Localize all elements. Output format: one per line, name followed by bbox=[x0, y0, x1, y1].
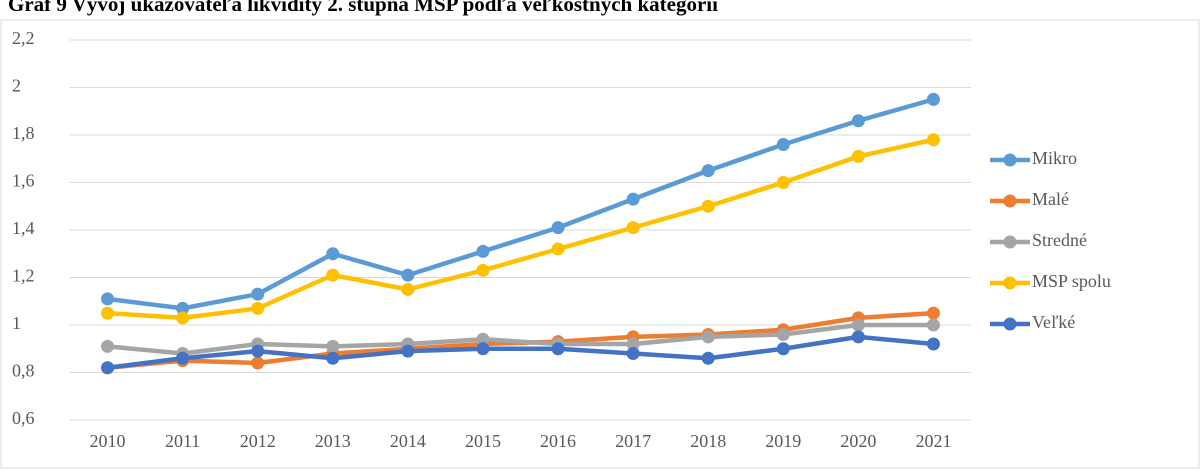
legend-marker bbox=[1003, 235, 1017, 249]
data-point bbox=[551, 342, 565, 356]
data-point bbox=[551, 242, 565, 256]
x-tick-label: 2019 bbox=[765, 431, 801, 451]
data-point bbox=[251, 287, 265, 301]
legend-label: Veľké bbox=[1032, 312, 1075, 332]
data-point bbox=[851, 330, 865, 344]
data-point bbox=[551, 221, 565, 235]
data-point bbox=[776, 138, 790, 151]
data-point bbox=[626, 347, 640, 360]
legend-label: MSP spolu bbox=[1032, 271, 1111, 291]
data-point bbox=[851, 318, 865, 332]
legend-marker bbox=[1003, 276, 1017, 290]
data-point bbox=[476, 332, 490, 346]
data-point bbox=[326, 247, 340, 261]
data-point bbox=[326, 339, 340, 353]
series-line bbox=[107, 137, 934, 321]
data-point bbox=[626, 337, 640, 351]
data-point bbox=[176, 311, 190, 325]
data-point bbox=[401, 344, 415, 358]
data-point bbox=[926, 92, 940, 106]
data-point bbox=[701, 330, 715, 344]
data-point bbox=[626, 221, 640, 235]
x-tick-label: 2021 bbox=[915, 431, 951, 451]
legend-marker bbox=[1003, 317, 1017, 331]
data-point bbox=[251, 344, 265, 358]
data-point bbox=[776, 176, 790, 189]
data-point bbox=[701, 351, 715, 365]
data-point bbox=[476, 342, 490, 356]
data-point bbox=[626, 192, 640, 206]
y-tick-label: 2 bbox=[12, 76, 21, 96]
data-point bbox=[926, 306, 940, 320]
legend-marker bbox=[1003, 153, 1017, 167]
data-point bbox=[926, 133, 940, 147]
series-line bbox=[107, 334, 934, 370]
y-tick-label: 2,2 bbox=[12, 28, 35, 48]
y-tick-label: 0,8 bbox=[12, 361, 35, 381]
data-point bbox=[101, 339, 115, 353]
data-point bbox=[326, 268, 340, 282]
series-line bbox=[107, 322, 934, 356]
x-tick-label: 2018 bbox=[690, 431, 726, 451]
x-tick-label: 2014 bbox=[390, 431, 426, 451]
data-point bbox=[101, 361, 115, 375]
legend-label: Malé bbox=[1032, 189, 1069, 209]
x-tick-label: 2015 bbox=[465, 431, 501, 451]
y-tick-label: 1,8 bbox=[12, 123, 35, 143]
x-tick-label: 2016 bbox=[540, 431, 576, 451]
y-tick-label: 1,2 bbox=[12, 266, 35, 286]
data-point bbox=[251, 356, 265, 370]
data-point bbox=[101, 292, 115, 306]
data-point bbox=[176, 351, 190, 365]
data-point bbox=[101, 306, 115, 320]
data-point bbox=[776, 328, 790, 341]
y-tick-label: 1 bbox=[12, 313, 21, 333]
legend-label: Stredné bbox=[1032, 230, 1087, 250]
y-tick-label: 1,6 bbox=[12, 171, 35, 191]
x-tick-label: 2011 bbox=[165, 431, 200, 451]
data-point bbox=[851, 114, 865, 128]
data-point bbox=[926, 318, 940, 332]
data-point bbox=[251, 301, 265, 315]
data-point bbox=[701, 164, 715, 178]
x-tick-label: 2017 bbox=[615, 431, 651, 451]
x-tick-label: 2012 bbox=[240, 431, 276, 451]
data-point bbox=[851, 149, 865, 163]
data-point bbox=[326, 351, 340, 365]
legend-label: Mikro bbox=[1032, 148, 1077, 168]
y-tick-label: 1,4 bbox=[12, 218, 35, 238]
x-tick-label: 2010 bbox=[90, 431, 126, 451]
data-point bbox=[776, 342, 790, 356]
series-line bbox=[107, 97, 935, 311]
data-point bbox=[701, 199, 715, 213]
x-tick-label: 2020 bbox=[840, 431, 876, 451]
data-point bbox=[401, 282, 415, 296]
data-point bbox=[926, 337, 940, 351]
data-point bbox=[476, 263, 490, 277]
x-tick-label: 2013 bbox=[315, 431, 351, 451]
y-tick-label: 0,6 bbox=[12, 408, 35, 428]
data-point bbox=[476, 244, 490, 258]
data-point bbox=[401, 268, 415, 282]
chart-title: Graf 9 Vývoj ukazovateľa likvidity 2. st… bbox=[8, 0, 719, 16]
data-point bbox=[176, 301, 190, 315]
legend-marker bbox=[1003, 194, 1017, 208]
